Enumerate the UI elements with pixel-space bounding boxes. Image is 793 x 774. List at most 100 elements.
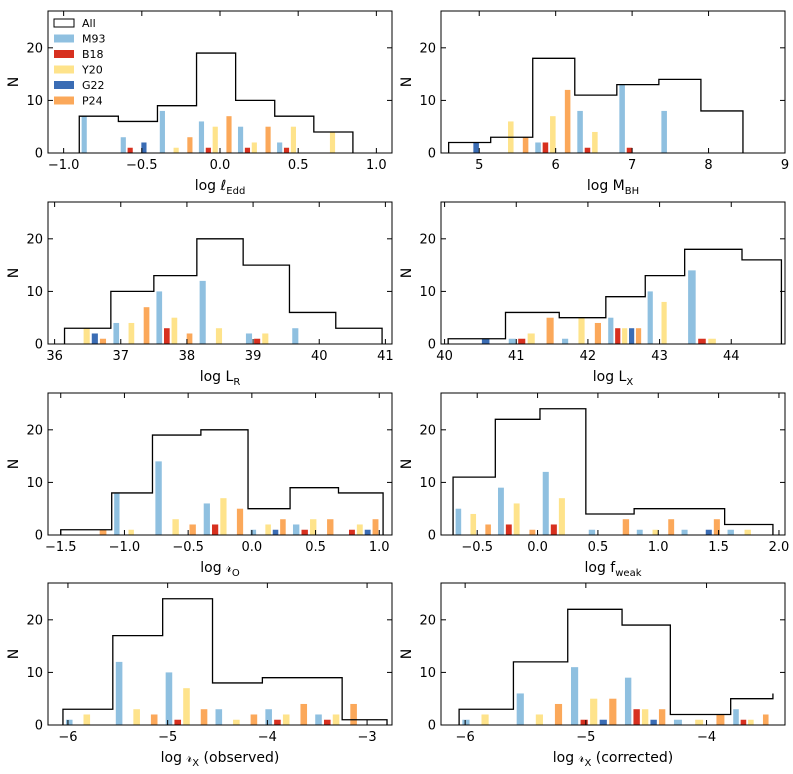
bar-y20 (133, 709, 140, 725)
x-tick-label: 37 (112, 349, 129, 364)
bar-g22 (705, 529, 712, 535)
bar-y20 (310, 519, 317, 535)
x-tick-label: 41 (377, 349, 394, 364)
bar-b18 (283, 147, 290, 153)
x-tick-label: 1.0 (648, 540, 669, 555)
bar-y20 (128, 529, 134, 535)
bar-p24 (200, 709, 208, 725)
bar-y20 (748, 719, 754, 725)
bar-m93 (155, 461, 162, 535)
y-tick-label: 0 (35, 338, 43, 353)
bar-g22 (91, 333, 98, 344)
bar-m93 (588, 529, 596, 535)
y-tick-label: 0 (35, 719, 43, 734)
x-tick-label: −1.5 (45, 540, 77, 555)
bar-p24 (372, 519, 379, 535)
x-tick-label: 0.5 (305, 540, 326, 555)
bar-y20 (265, 524, 271, 535)
y-tick-label: 0 (428, 719, 436, 734)
x-tick-label: −0.5 (172, 540, 204, 555)
bar-p24 (300, 703, 308, 725)
legend-label: Y20 (81, 64, 103, 77)
all-step-line (78, 52, 354, 153)
bar-y20 (329, 131, 336, 153)
bar-y20 (578, 317, 585, 344)
bar-y20 (558, 498, 565, 535)
bar-m93 (455, 508, 462, 535)
y-tick-label: 0 (35, 529, 43, 544)
bar-p24 (522, 137, 529, 153)
plot-area (452, 408, 774, 535)
plot-area (62, 598, 388, 725)
bar-b18 (323, 719, 331, 725)
y-tick-label: 10 (26, 476, 43, 491)
bar-b18 (163, 328, 170, 344)
bar-m93 (647, 291, 653, 344)
y-tick-label: 0 (35, 147, 43, 162)
y-tick-label: 20 (26, 613, 43, 628)
bar-p24 (609, 698, 617, 725)
bar-g22 (481, 338, 490, 344)
x-tick-label: 41 (508, 349, 525, 364)
bar-p24 (143, 307, 150, 344)
x-tick-label: −6 (58, 730, 77, 745)
bar-y20 (233, 719, 240, 725)
bar-m93 (165, 672, 173, 725)
bar-b18 (505, 524, 512, 535)
bar-y20 (513, 503, 520, 535)
bar-m93 (265, 709, 272, 725)
y-tick-label: 0 (428, 529, 436, 544)
x-axis-label: log MBH (587, 178, 639, 197)
x-tick-label: 5 (475, 158, 483, 173)
bar-y20 (652, 529, 659, 535)
bar-m93 (727, 529, 734, 535)
legend-label: G22 (82, 79, 105, 92)
bar-m93 (203, 503, 210, 535)
y-axis-label: N (399, 649, 415, 659)
bar-b18 (254, 338, 261, 344)
y-tick-label: 20 (26, 423, 43, 438)
bar-m93 (681, 529, 688, 535)
bar-y20 (695, 719, 704, 725)
x-tick-label: 1.0 (366, 158, 387, 173)
bar-p24 (485, 524, 491, 535)
y-axis-label: N (399, 77, 415, 87)
y-tick-label: 20 (26, 232, 43, 247)
x-tick-label: −1.0 (109, 540, 141, 555)
x-tick-label: −1.0 (48, 158, 80, 173)
bar-m93 (636, 529, 643, 535)
bar-p24 (546, 317, 554, 344)
bar-b18 (205, 147, 211, 153)
bar-p24 (99, 338, 107, 344)
bar-b18 (550, 524, 557, 535)
legend-swatch-y20 (54, 65, 74, 74)
all-step-line (447, 248, 783, 344)
x-axis-label: log 𝓇X (observed) (161, 750, 280, 769)
plot-area (447, 248, 783, 344)
bar-p24 (236, 508, 244, 535)
x-axis-label: log LX (593, 369, 634, 388)
all-step-line (60, 429, 384, 535)
bar-y20 (622, 328, 628, 344)
x-tick-label: 2.0 (769, 540, 790, 555)
x-tick-label: −0.5 (126, 158, 158, 173)
bar-g22 (272, 529, 279, 535)
bar-p24 (594, 322, 601, 344)
bar-p24 (658, 709, 666, 725)
bar-m93 (292, 524, 300, 535)
bar-p24 (226, 116, 232, 153)
bar-m93 (199, 280, 206, 344)
bar-y20 (282, 714, 290, 725)
bar-m93 (65, 719, 73, 725)
bar-b18 (698, 338, 706, 344)
bar-b18 (584, 147, 591, 153)
bar-m93 (215, 709, 223, 725)
bar-m93 (120, 137, 126, 153)
bar-m93 (508, 338, 516, 344)
plot-area (63, 238, 383, 344)
bar-y20 (470, 513, 477, 535)
